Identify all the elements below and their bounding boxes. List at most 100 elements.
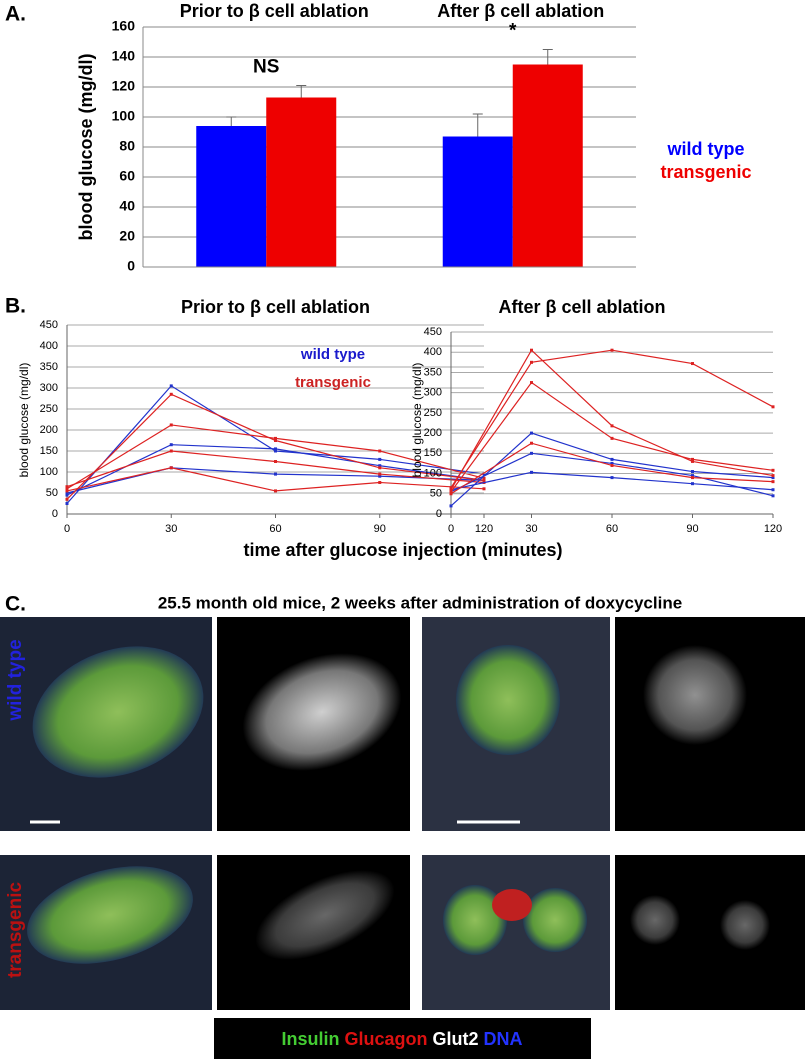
marker (65, 491, 69, 495)
chart-title: After β cell ablation (498, 297, 665, 317)
y-tick-label: 450 (424, 326, 442, 338)
marker (530, 348, 533, 352)
islet (456, 645, 560, 755)
islet (242, 653, 402, 771)
y-tick-label: 140 (112, 48, 136, 64)
marker (378, 472, 382, 476)
bar (442, 136, 513, 267)
marker (610, 457, 614, 461)
y-tick-label: 60 (119, 168, 135, 184)
islet (523, 888, 587, 952)
annotation: * (509, 21, 517, 42)
x-tick-label: 0 (64, 523, 70, 535)
marker (691, 482, 694, 486)
y-tick-label: 350 (424, 366, 442, 378)
marker (274, 460, 277, 463)
marker (65, 497, 69, 501)
marker (691, 457, 694, 461)
y-tick-label: 400 (424, 346, 442, 358)
marker (691, 459, 694, 463)
x-tick-label: 30 (165, 523, 177, 535)
marker (482, 487, 486, 491)
micrographs (0, 617, 805, 1059)
x-axis-label: time after glucose injection (minutes) (243, 540, 562, 560)
stain-legend-item: DNA (484, 1029, 523, 1049)
x-tick-label: 30 (525, 523, 537, 535)
y-tick-label: 0 (436, 508, 442, 520)
marker (771, 468, 775, 472)
marker (65, 493, 69, 497)
legend-entry: wild type (666, 139, 744, 159)
marker (169, 466, 173, 470)
y-axis-label: blood glucose (mg/dl) (410, 363, 424, 478)
marker (691, 470, 694, 474)
panel-label: C. (5, 593, 26, 616)
y-tick-label: 100 (40, 466, 58, 478)
marker (378, 466, 382, 470)
legend-entry: wild type (300, 346, 365, 363)
marker (530, 451, 533, 455)
marker (378, 449, 382, 453)
x-tick-label: 120 (764, 523, 782, 535)
stain-legend-item: Glut2 (433, 1029, 479, 1049)
y-tick-label: 50 (430, 488, 442, 500)
islet (27, 866, 193, 964)
stain-legend-box (214, 1018, 591, 1059)
marker (274, 439, 277, 442)
panel-label: B. (5, 295, 26, 318)
marker (610, 463, 614, 467)
stain-legend: Insulin Glucagon Glut2 DNA (281, 1029, 522, 1049)
bar (266, 97, 337, 267)
islet (32, 646, 204, 778)
glucagon-cells (492, 889, 532, 921)
marker (691, 362, 694, 366)
bar (196, 126, 267, 267)
marker (482, 476, 486, 480)
marker (274, 436, 277, 440)
marker (771, 474, 775, 478)
marker (169, 392, 173, 396)
bar (512, 64, 583, 267)
marker (530, 470, 533, 474)
y-tick-label: 250 (424, 407, 442, 419)
marker (449, 492, 453, 496)
category-title: After β cell ablation (437, 1, 604, 21)
marker (771, 476, 775, 480)
marker (610, 461, 614, 465)
y-tick-label: 300 (424, 387, 442, 399)
y-tick-label: 150 (424, 447, 442, 459)
marker (771, 480, 775, 484)
islet (255, 870, 395, 960)
y-tick-label: 450 (40, 319, 58, 331)
y-tick-label: 0 (52, 508, 58, 520)
marker (691, 476, 694, 480)
panel-label: A. (5, 3, 26, 26)
y-tick-label: 120 (112, 78, 136, 94)
marker (691, 474, 694, 478)
y-tick-label: 100 (424, 467, 442, 479)
y-tick-label: 50 (46, 487, 58, 499)
y-tick-label: 20 (119, 228, 135, 244)
marker (378, 481, 382, 484)
marker (449, 490, 453, 494)
y-tick-label: 80 (119, 138, 135, 154)
marker (274, 449, 277, 453)
marker (610, 348, 614, 352)
y-tick-label: 150 (40, 445, 58, 457)
y-axis-label: blood glucose (mg/dl) (17, 363, 31, 478)
stain-legend-item: Insulin (281, 1029, 339, 1049)
stain-legend-item: Glucagon (344, 1029, 427, 1049)
x-tick-label: 60 (606, 523, 618, 535)
marker (771, 494, 775, 498)
marker (169, 449, 173, 453)
marker (610, 436, 614, 440)
islet (443, 885, 507, 955)
marker (610, 424, 614, 428)
marker (65, 485, 69, 489)
marker (530, 360, 533, 364)
marker (449, 488, 453, 492)
marker (449, 486, 453, 490)
y-tick-label: 160 (112, 18, 136, 34)
y-tick-label: 200 (424, 427, 442, 439)
